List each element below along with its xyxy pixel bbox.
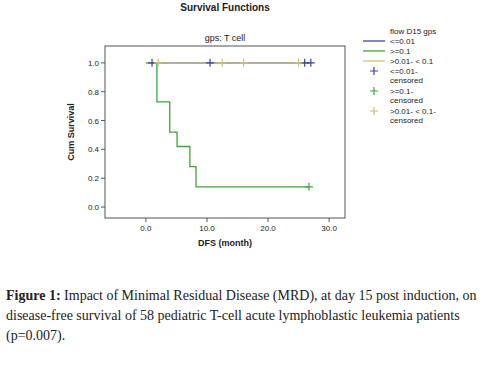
legend-label-part: <=0.01- bbox=[390, 67, 418, 76]
x-tick bbox=[206, 218, 207, 222]
legend-label-part: >0.01- < 0.1- bbox=[390, 107, 436, 116]
y-tick bbox=[101, 149, 105, 150]
legend-label: >=0.1-censored bbox=[390, 87, 423, 105]
caption-text: Impact of Minimal Residual Disease (MRD)… bbox=[6, 288, 477, 343]
legend-label: >0.01- < 0.1-censored bbox=[390, 107, 436, 125]
y-tick bbox=[101, 178, 105, 179]
y-tick-label: 0.0 bbox=[88, 203, 100, 212]
censored-marker bbox=[295, 59, 303, 67]
y-tick-label: 0.4 bbox=[88, 145, 100, 154]
y-tick-label: 1.0 bbox=[88, 59, 100, 68]
x-tick-label: 0.0 bbox=[140, 224, 152, 233]
censored-marker bbox=[218, 59, 226, 67]
legend-swatch bbox=[363, 40, 385, 41]
y-tick bbox=[101, 207, 105, 208]
x-tick bbox=[268, 218, 269, 222]
caption: Figure 1: Impact of Minimal Residual Dis… bbox=[6, 286, 496, 346]
legend-label: >0.01- < 0.1 bbox=[390, 57, 434, 66]
y-tick bbox=[101, 120, 105, 121]
legend-label-part: censored bbox=[390, 96, 423, 105]
subtitle: gps: T cell bbox=[205, 33, 246, 43]
legend-label-part: censored bbox=[390, 76, 423, 85]
caption-label: Figure 1: bbox=[6, 288, 61, 303]
y-tick bbox=[101, 91, 105, 92]
x-tick-label: 10.0 bbox=[199, 224, 215, 233]
legend-swatch bbox=[363, 50, 385, 51]
legend-label-part: >=0.1- bbox=[390, 87, 413, 96]
censored-marker bbox=[305, 183, 313, 191]
censored-marker bbox=[154, 59, 162, 67]
legend-swatch bbox=[370, 107, 378, 115]
x-tick-label: 30.0 bbox=[321, 224, 337, 233]
title: Survival Functions bbox=[180, 2, 270, 13]
y-axis-label: Cum Survival bbox=[66, 103, 76, 161]
legend-swatch bbox=[370, 87, 378, 95]
legend-title: flow D15 gps bbox=[390, 27, 436, 36]
x-tick bbox=[145, 218, 146, 222]
survival-curve bbox=[146, 62, 311, 63]
y-tick-label: 0.2 bbox=[88, 174, 100, 183]
censored-marker bbox=[206, 59, 214, 67]
legend-label: <=0.01 bbox=[390, 37, 415, 46]
data-group bbox=[146, 59, 315, 191]
censored-marker bbox=[240, 59, 248, 67]
legend-label: <=0.01-censored bbox=[390, 67, 423, 85]
x-tick bbox=[329, 218, 330, 222]
legend-swatch bbox=[363, 60, 385, 61]
y-tick-label: 0.8 bbox=[88, 88, 100, 97]
legend: flow D15 gps<=0.01>=0.1>0.01- < 0.1<=0.0… bbox=[363, 27, 436, 125]
y-tick-label: 0.6 bbox=[88, 117, 100, 126]
x-tick-label: 20.0 bbox=[260, 224, 276, 233]
censored-marker bbox=[307, 59, 315, 67]
survival-curve bbox=[146, 62, 311, 63]
y-tick bbox=[101, 62, 105, 63]
legend-label-part: censored bbox=[390, 116, 423, 125]
x-axis-label: DFS (month) bbox=[198, 238, 252, 248]
plot-frame bbox=[105, 46, 345, 218]
survival-curve bbox=[146, 63, 309, 187]
legend-label: >=0.1 bbox=[390, 47, 411, 56]
legend-swatch bbox=[370, 67, 378, 75]
